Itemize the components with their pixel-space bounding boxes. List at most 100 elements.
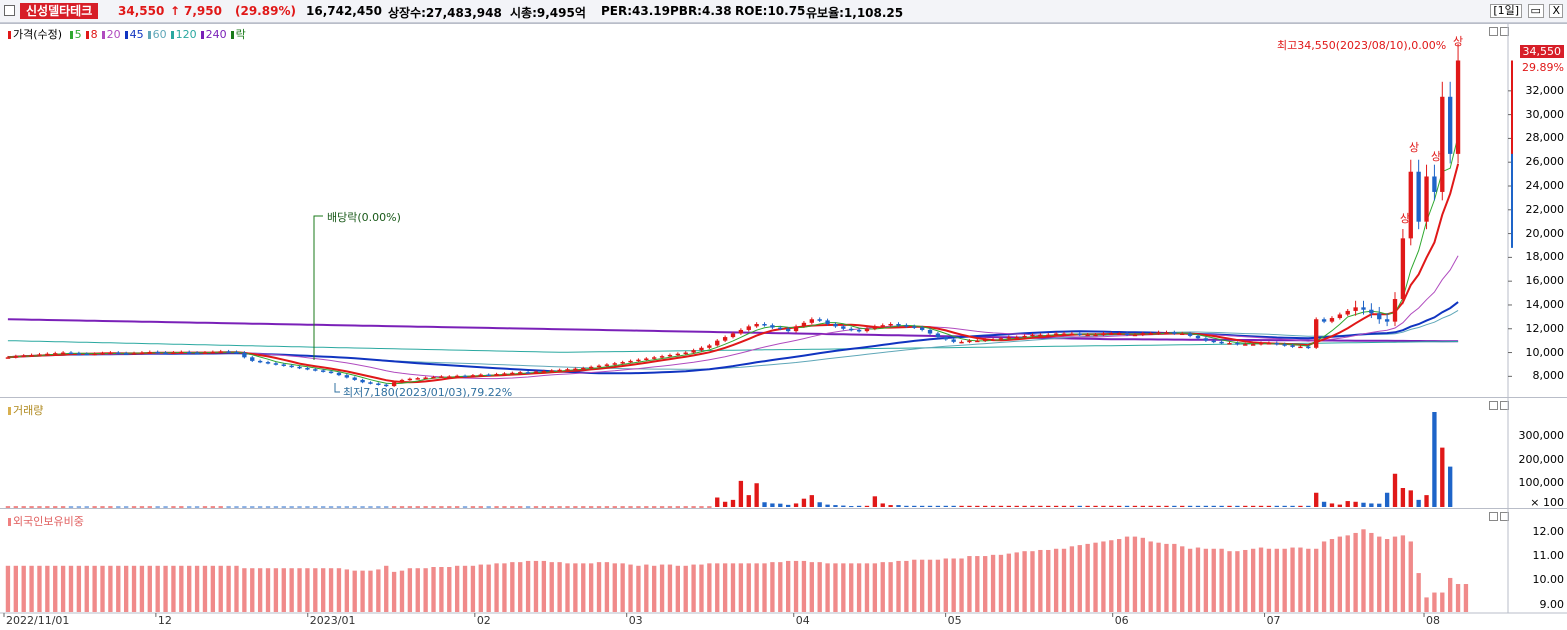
minimize-icon[interactable] (1489, 401, 1498, 410)
volume-bar (856, 505, 862, 507)
candle-body (1227, 343, 1232, 345)
candle-body (1030, 334, 1035, 337)
foreign-bar (1361, 529, 1366, 612)
foreign-bar (1053, 548, 1059, 612)
stock-name[interactable]: 신성델타테크 (20, 3, 99, 19)
minimize-icon[interactable] (1489, 27, 1498, 36)
foreign-bar (194, 565, 200, 612)
candle-body (738, 329, 744, 334)
candle-body (29, 354, 34, 357)
foreign-bar (399, 570, 405, 612)
candle-body (998, 338, 1004, 340)
candle-body (872, 326, 878, 329)
foreign-bar (1353, 532, 1358, 612)
current-pct-tag: 29.89% (1522, 61, 1564, 74)
select-checkbox[interactable] (4, 5, 15, 16)
foreign-axis-label: 11.00 (1532, 549, 1565, 563)
foreign-axis-label: 10.00 (1532, 573, 1565, 587)
candle-body (407, 378, 413, 381)
ma-legend-item[interactable]: 20 (101, 28, 121, 41)
ma-legend-item[interactable]: 120 (170, 28, 197, 41)
foreign-bar (368, 570, 373, 612)
period-selector[interactable]: [1일] (1490, 4, 1523, 18)
candle-body (5, 357, 11, 359)
foreign-bar (352, 570, 357, 612)
volume-bar (1306, 505, 1311, 507)
foreign-bar (652, 565, 657, 612)
candle-body (959, 341, 964, 344)
retention-ratio: 유보율:1,108.25 (806, 6, 904, 20)
foreign-bar (313, 568, 318, 612)
candle-body (447, 376, 452, 378)
candle-body (1290, 345, 1295, 347)
close-icon[interactable]: X (1549, 4, 1563, 18)
volume-bar (494, 506, 499, 508)
foreign-bar (305, 568, 310, 612)
ma-legend-item[interactable]: 60 (147, 28, 167, 41)
ma-legend-item[interactable]: 240 (200, 28, 227, 41)
volume-pane[interactable]: 거래량 (0, 397, 1567, 509)
volume-bar (305, 506, 310, 508)
foreign-bar (667, 564, 673, 612)
candle-body (368, 382, 373, 384)
foreign-bar (92, 565, 97, 612)
foreign-bar (1211, 548, 1216, 612)
candle-body (1408, 171, 1413, 239)
foreign-bar (1266, 548, 1272, 612)
volume-bar (722, 501, 728, 507)
volume-bar (809, 495, 814, 507)
volume-bar (321, 506, 326, 508)
foreign-bar (289, 568, 294, 612)
candle-body (384, 384, 389, 387)
volume-bar (628, 506, 633, 508)
foreign-bar (565, 563, 570, 612)
volume-bar (754, 483, 759, 507)
foreign-bar (187, 565, 192, 612)
candle-body (415, 378, 420, 380)
ma-legend-item[interactable]: 5 (69, 28, 82, 41)
price-legend-label: 가격(수정) (13, 28, 63, 41)
candle-body (45, 353, 50, 356)
ma-legend-item[interactable]: 락 (230, 28, 246, 41)
candle-body (935, 333, 941, 338)
date-axis-label: 06 (1114, 614, 1129, 627)
ma-legend-item[interactable]: 45 (124, 28, 144, 41)
volume-bar (557, 506, 562, 508)
volume-bar (1400, 488, 1406, 507)
roe-value: ROE:10.75 (735, 4, 806, 18)
restore-icon[interactable]: ▭ (1527, 4, 1544, 18)
foreign-bar (880, 562, 885, 612)
volume-bar (234, 506, 239, 508)
price-pane[interactable]: 가격(수정) 5 8 20 45 60 120 240 락 (0, 23, 1567, 398)
volume-bar (250, 506, 255, 508)
candle-body (305, 368, 310, 370)
candle-body (856, 329, 862, 332)
foreign-pane[interactable]: 외국인보유비중 (0, 508, 1567, 614)
candle-body (1156, 332, 1161, 334)
candle-body (21, 355, 26, 358)
window-buttons: [1일] ▭ X (1488, 4, 1563, 18)
volume-bar (297, 506, 302, 508)
minimize-icon[interactable] (1489, 512, 1498, 521)
volume-bar (328, 506, 334, 508)
foreign-bar (762, 563, 767, 612)
foreign-bar (344, 569, 349, 612)
volume-bar (131, 506, 137, 508)
price-axis-label: 32,000 (1525, 83, 1565, 97)
volume-bar (226, 506, 231, 508)
volume-bar (896, 505, 901, 507)
foreign-bar (84, 565, 89, 612)
volume-bar (533, 506, 539, 508)
ma-legend-item[interactable]: 8 (85, 28, 98, 41)
high-annotation: 최고34,550(2023/08/10),0.00% (1277, 39, 1447, 52)
volume-bar (37, 506, 42, 508)
date-axis-label: 07 (1266, 614, 1281, 627)
volume-bar (454, 506, 460, 508)
foreign-axis-label: 9.00 (1539, 597, 1565, 611)
foreign-bar (1250, 548, 1256, 612)
date-axis-label: 02 (476, 614, 491, 627)
foreign-bar (1046, 549, 1051, 612)
volume-bar (1085, 505, 1090, 507)
volume-bar (313, 506, 318, 508)
